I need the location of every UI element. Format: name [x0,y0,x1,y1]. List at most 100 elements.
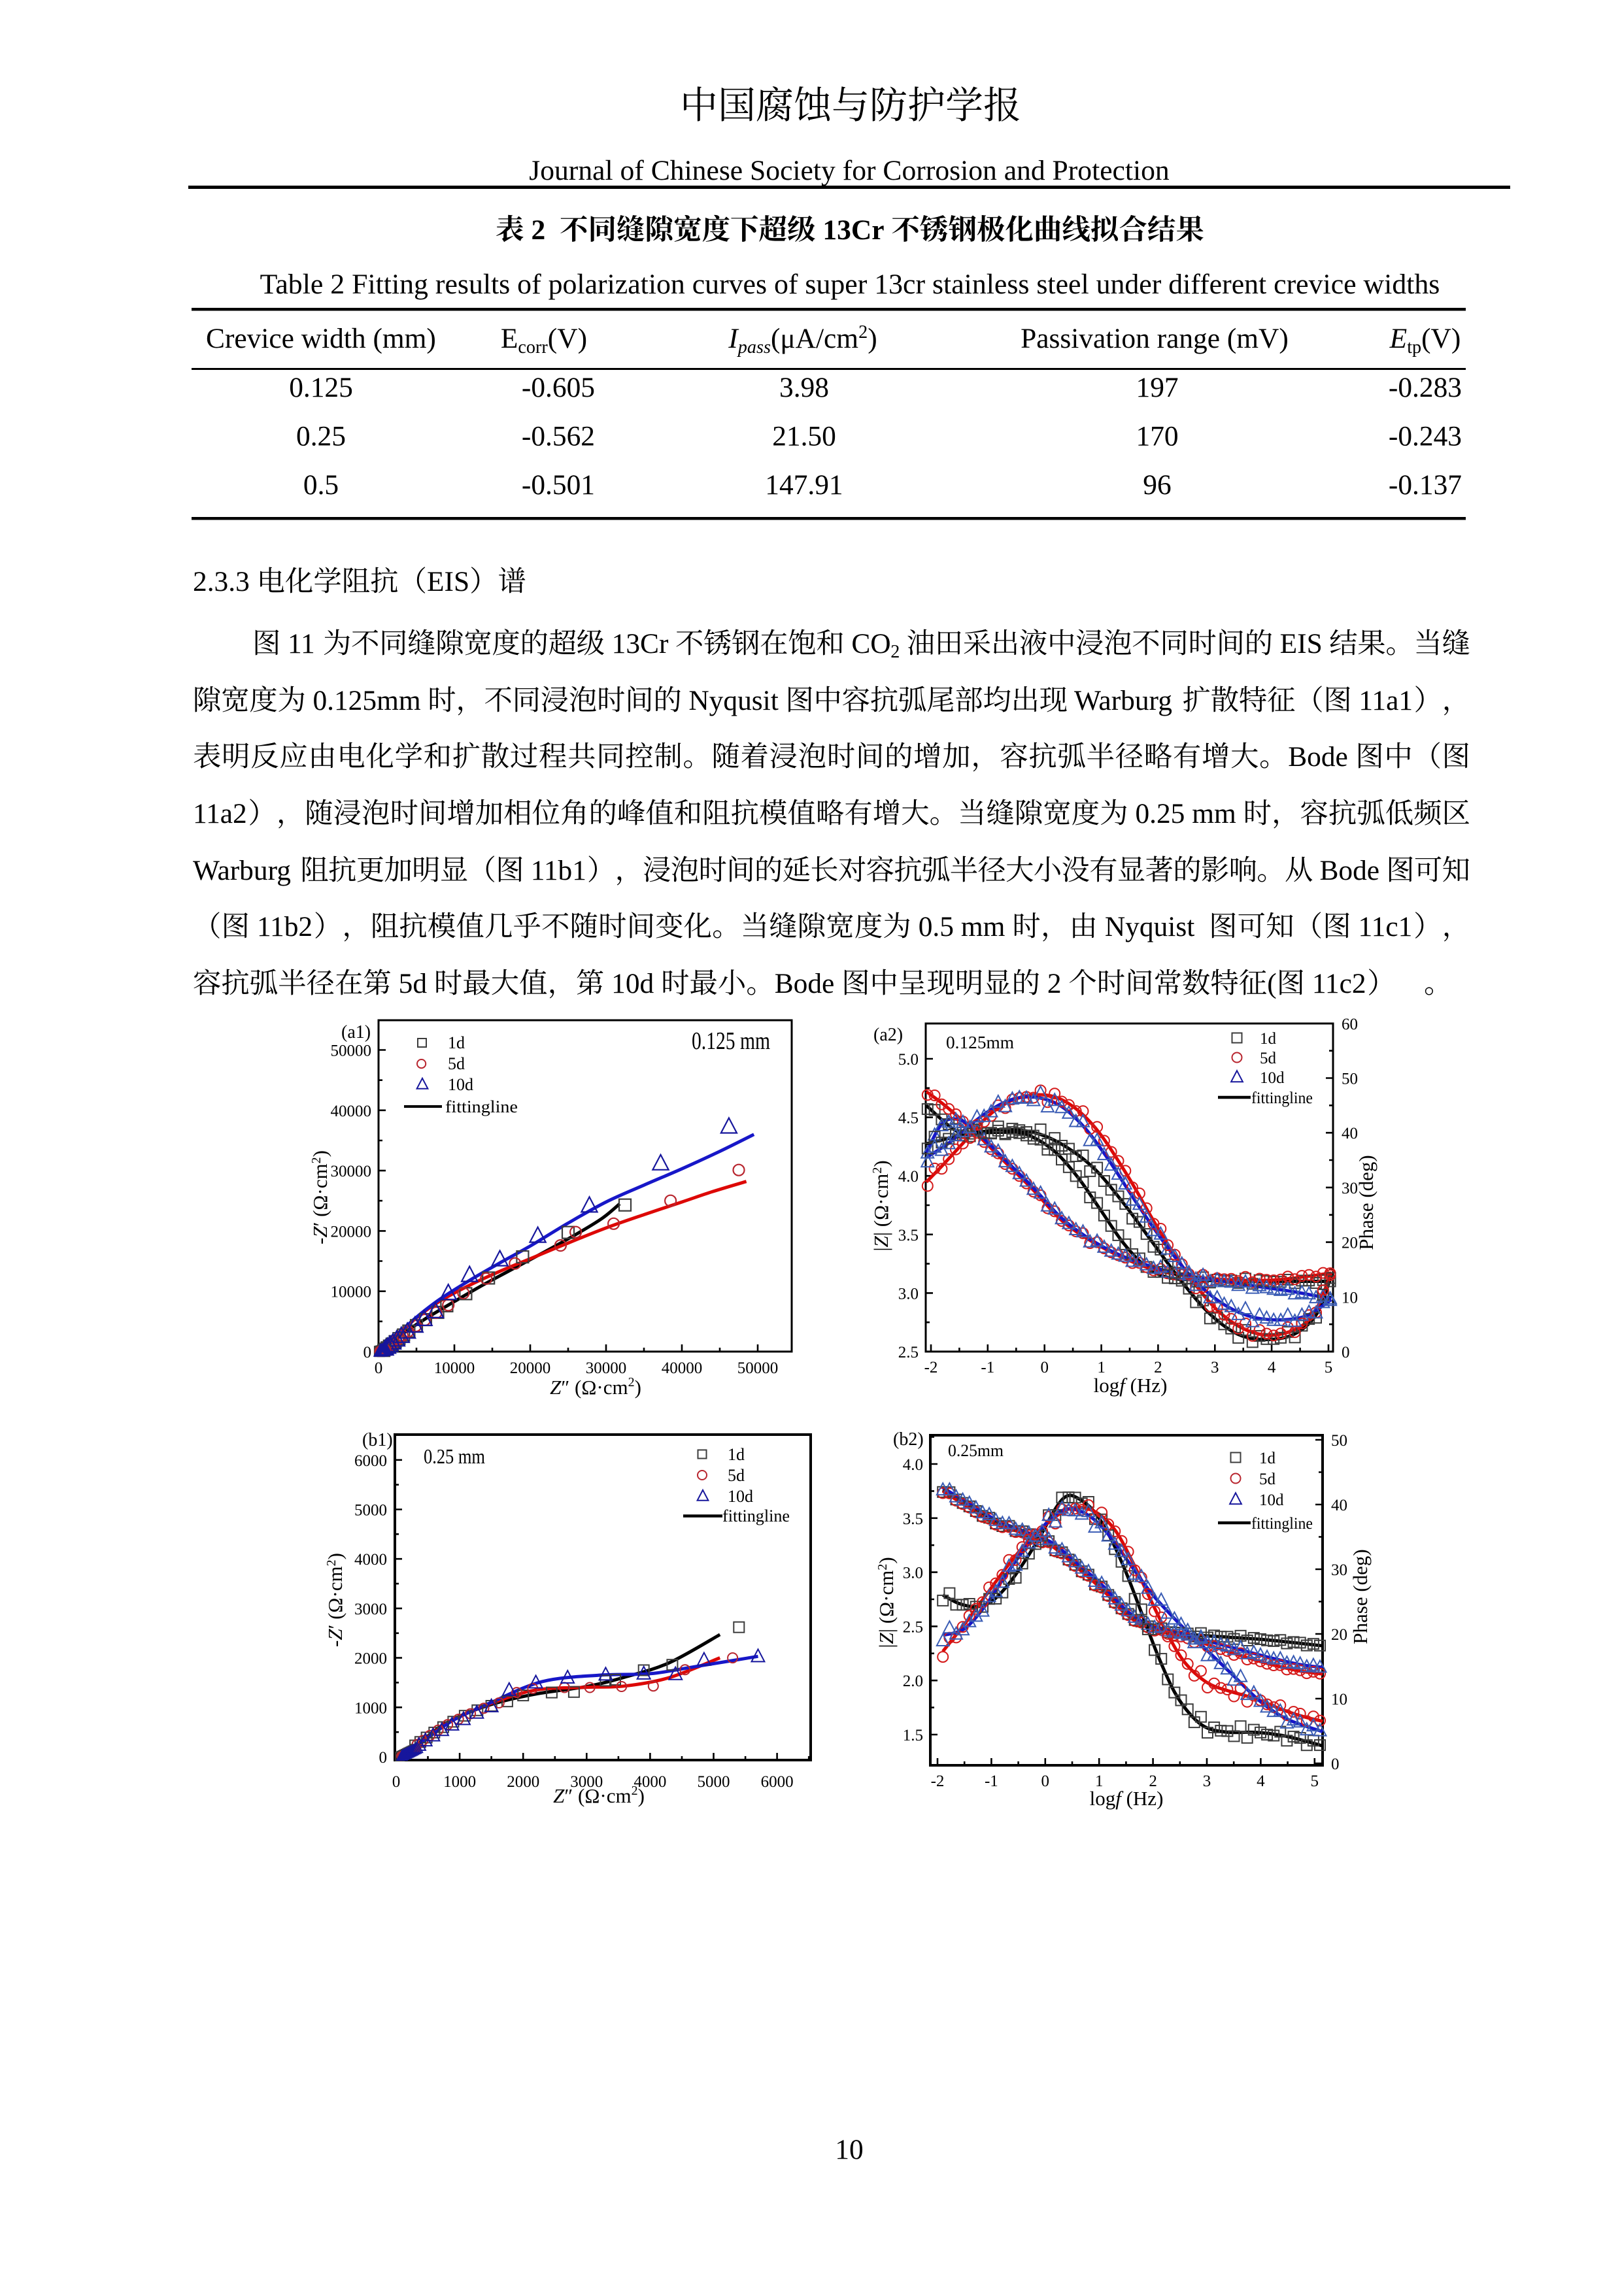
svg-text:(b2): (b2) [893,1429,924,1450]
svg-text:fittingline: fittingline [1251,1090,1313,1107]
svg-text:5d: 5d [448,1054,465,1073]
svg-text:4.0: 4.0 [898,1168,919,1186]
svg-text:40000: 40000 [331,1103,372,1120]
svg-text:10: 10 [835,2134,863,2165]
svg-text:Nyqusit: Nyqusit [682,685,786,716]
svg-text:4: 4 [1268,1359,1276,1376]
svg-text:(a2): (a2) [873,1025,903,1045]
svg-text:fittingline: fittingline [1251,1515,1313,1533]
svg-text:fittingline: fittingline [445,1097,518,1116]
svg-text:CO: CO [845,628,891,659]
svg-text:1: 1 [1097,1359,1106,1376]
svg-text:11c2: 11c2 [1305,968,1366,999]
svg-text:Bode: Bode [775,968,841,999]
svg-text:1d: 1d [1259,1450,1276,1467]
svg-text:4000: 4000 [634,1773,666,1791]
svg-text:5: 5 [1311,1772,1319,1790]
svg-text:30000: 30000 [331,1163,372,1180]
svg-text:Phase (deg): Phase (deg) [1349,1549,1372,1644]
svg-text:50000: 50000 [737,1359,779,1377]
svg-text:0: 0 [392,1773,401,1791]
svg-text:4.5: 4.5 [898,1110,919,1127]
svg-text:tp: tp [1407,337,1421,358]
svg-text:Table 2 Fitting results of pol: Table 2 Fitting results of polarization … [260,269,1440,300]
svg-text:0.25 mm: 0.25 mm [424,1444,485,1468]
svg-text:1000: 1000 [354,1699,387,1717]
svg-text:2: 2 [890,642,900,662]
svg-text:3000: 3000 [354,1601,387,1618]
svg-text:(a1): (a1) [341,1022,371,1042]
svg-text:5000: 5000 [698,1773,730,1791]
svg-text:pass: pass [737,337,771,358]
svg-text:50: 50 [1342,1071,1358,1088]
svg-text:-2: -2 [924,1359,938,1376]
svg-text:30: 30 [1331,1561,1347,1579]
svg-text:0: 0 [363,1344,372,1361]
svg-text:0: 0 [379,1749,388,1767]
svg-text:0.125: 0.125 [289,372,353,403]
svg-text:0.5 mm: 0.5 mm [911,911,1012,942]
svg-text:0.125 mm: 0.125 mm [692,1027,770,1055]
svg-text:1d: 1d [448,1033,465,1052]
svg-text:3000: 3000 [570,1773,603,1791]
svg-text:-0.562: -0.562 [522,421,595,452]
svg-text:197: 197 [1136,372,1179,403]
svg-text:10d: 10d [448,1075,473,1094]
svg-text:-0.243: -0.243 [1389,421,1462,452]
svg-text:11c1: 11c1 [1351,911,1413,942]
svg-text:1d: 1d [728,1445,745,1464]
svg-text:50: 50 [1331,1432,1347,1450]
svg-text:Passivation range (mV): Passivation range (mV) [1021,323,1289,354]
svg-text:): ) [868,323,877,354]
svg-text:corr: corr [518,337,548,358]
svg-text:10d: 10d [728,1487,753,1506]
svg-text:3.0: 3.0 [903,1565,923,1582]
svg-text:50000: 50000 [331,1042,372,1060]
svg-text:-0.137: -0.137 [1389,469,1462,501]
svg-text:-1: -1 [981,1359,994,1376]
svg-text:logf (Hz): logf (Hz) [1090,1787,1164,1810]
svg-text:0: 0 [1040,1359,1049,1376]
svg-text:|Z| (Ω·cm2): |Z| (Ω·cm2) [875,1557,898,1648]
svg-text:-0.501: -0.501 [522,469,595,501]
svg-text:170: 170 [1136,421,1179,452]
svg-text:13Cr: 13Cr [816,214,891,246]
svg-text:Warburg: Warburg [1068,685,1179,716]
svg-text:3: 3 [1203,1772,1211,1790]
svg-text:2.5: 2.5 [903,1618,923,1636]
svg-text:30000: 30000 [586,1359,627,1377]
svg-text:0: 0 [1041,1772,1050,1790]
svg-text:4000: 4000 [354,1551,387,1569]
svg-text:(: ( [1267,968,1276,999]
svg-text:10000: 10000 [434,1359,475,1377]
svg-text:20000: 20000 [510,1359,551,1377]
svg-text:Journal of Chinese Society for: Journal of Chinese Society for Corrosion… [529,155,1170,186]
svg-text:11: 11 [280,628,322,659]
svg-text:4.0: 4.0 [903,1456,923,1474]
svg-text:10d: 10d [604,968,661,999]
svg-text:2: 2 [1154,1359,1162,1376]
svg-text:|Z| (Ω·cm2): |Z| (Ω·cm2) [870,1160,892,1251]
svg-text:40: 40 [1331,1497,1347,1514]
svg-text:2: 2 [1040,968,1068,999]
svg-text:96: 96 [1143,469,1171,501]
svg-text:1000: 1000 [443,1773,476,1791]
svg-text:Phase (deg): Phase (deg) [1355,1155,1377,1250]
svg-text:21.50: 21.50 [772,421,836,452]
svg-text:0.125mm: 0.125mm [306,685,428,716]
svg-text:2000: 2000 [507,1773,539,1791]
svg-text:6000: 6000 [761,1773,794,1791]
svg-text:0: 0 [1342,1344,1350,1361]
svg-text:4: 4 [1257,1772,1265,1790]
svg-text:40000: 40000 [662,1359,703,1377]
svg-text:-Z′ (Ω·cm2): -Z′ (Ω·cm2) [309,1150,331,1244]
svg-text:EIS: EIS [427,566,469,597]
svg-text:1: 1 [1095,1772,1104,1790]
svg-text:5d: 5d [728,1466,745,1485]
svg-text:Nyquist: Nyquist [1098,911,1209,942]
svg-text:11b1: 11b1 [524,855,586,886]
svg-text:logf (Hz): logf (Hz) [1094,1374,1168,1397]
svg-text:E: E [1389,323,1408,354]
svg-text:2.3.3: 2.3.3 [193,566,257,597]
svg-text:0.5: 0.5 [303,469,339,501]
